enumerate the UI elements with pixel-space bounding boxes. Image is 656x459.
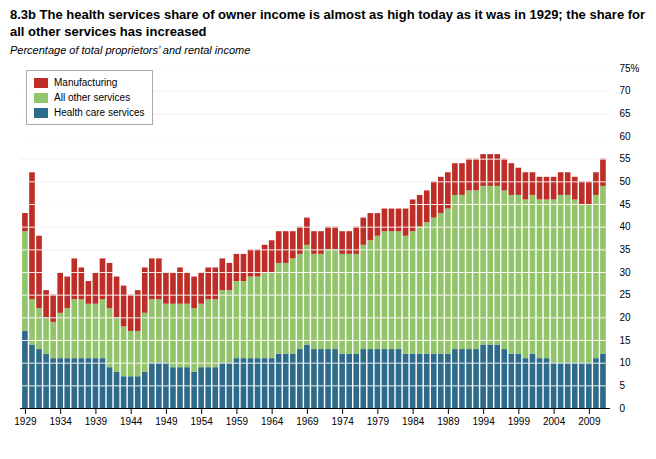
svg-text:1974: 1974 [332, 416, 355, 427]
svg-text:60: 60 [620, 131, 632, 142]
svg-text:35: 35 [620, 244, 632, 255]
svg-text:1944: 1944 [120, 416, 143, 427]
svg-text:5: 5 [620, 380, 626, 391]
svg-text:1929: 1929 [14, 416, 37, 427]
html-text:Percentage of total proprietor: Percentage of total proprietors’ and ren… [10, 44, 251, 56]
svg-text:1934: 1934 [50, 416, 73, 427]
html-text:Manufacturing: Manufacturing [54, 77, 118, 88]
svg-text:1994: 1994 [472, 416, 495, 427]
svg-text:20: 20 [620, 312, 632, 323]
svg-text:25: 25 [620, 289, 632, 300]
svg-text:1959: 1959 [226, 416, 249, 427]
svg-text:1989: 1989 [437, 416, 460, 427]
svg-text:1939: 1939 [85, 416, 108, 427]
svg-text:55: 55 [620, 153, 632, 164]
svg-text:1984: 1984 [402, 416, 425, 427]
html-text:8.3b The health services share: 8.3b The health services share of owner … [10, 7, 646, 39]
svg-text:1979: 1979 [367, 416, 390, 427]
svg-text:45: 45 [620, 199, 632, 210]
html-text:Health care services: Health care services [54, 107, 145, 118]
svg-text:70: 70 [620, 85, 632, 96]
svg-text:65: 65 [620, 108, 632, 119]
svg-text:2009: 2009 [578, 416, 601, 427]
svg-text:30: 30 [620, 267, 632, 278]
svg-text:1969: 1969 [296, 416, 319, 427]
svg-text:1954: 1954 [191, 416, 214, 427]
svg-text:1949: 1949 [155, 416, 178, 427]
svg-text:1964: 1964 [261, 416, 284, 427]
svg-text:75%: 75% [620, 63, 640, 74]
svg-text:0: 0 [620, 403, 626, 414]
svg-text:10: 10 [620, 357, 632, 368]
svg-text:15: 15 [620, 335, 632, 346]
html-text:All other services: All other services [54, 92, 131, 103]
svg-text:40: 40 [620, 221, 632, 232]
svg-text:50: 50 [620, 176, 632, 187]
svg-text:1999: 1999 [508, 416, 531, 427]
svg-text:2004: 2004 [543, 416, 566, 427]
